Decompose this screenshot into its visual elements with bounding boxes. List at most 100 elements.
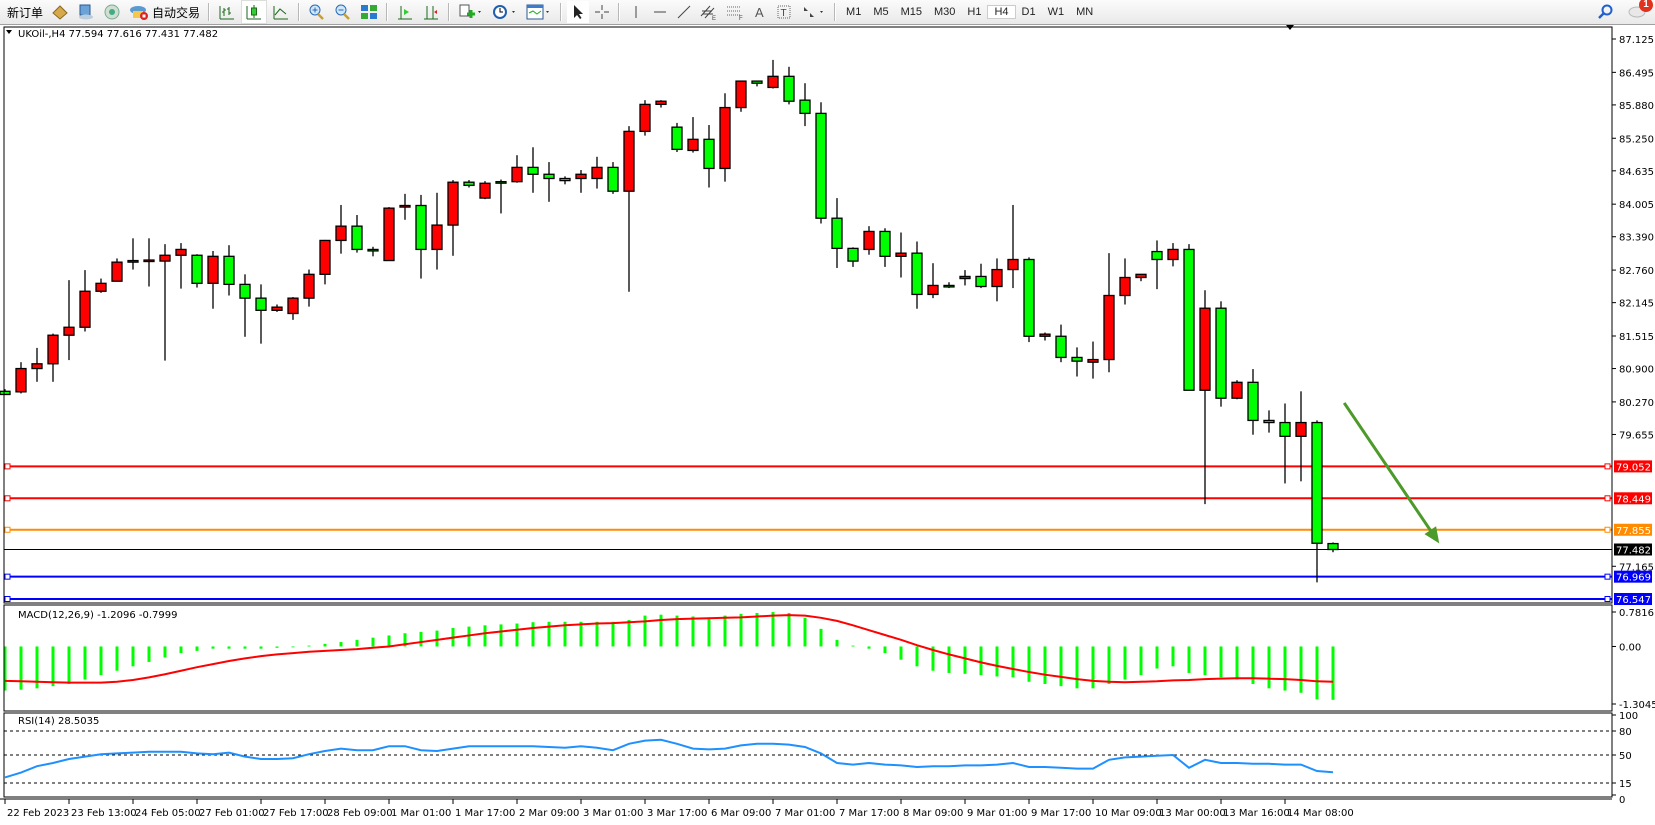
candle-body <box>415 204 427 251</box>
candle <box>399 193 411 220</box>
cursor-button[interactable] <box>567 1 590 23</box>
timeframe-h4[interactable]: H4 <box>987 5 1016 19</box>
zoom-in-button[interactable] <box>305 1 329 23</box>
candle-body <box>815 112 827 219</box>
candle <box>1135 273 1147 282</box>
svg-text:A: A <box>755 5 764 20</box>
timeframe-m1[interactable]: M1 <box>846 6 862 18</box>
macd-histogram-bar <box>675 615 679 647</box>
candle-body <box>271 306 283 311</box>
candle <box>607 162 619 194</box>
candle <box>319 239 331 285</box>
zoom-in-icon <box>309 4 324 20</box>
equidistant-channel-button[interactable]: E <box>697 1 721 23</box>
macd-histogram-bar <box>963 646 967 674</box>
macd-histogram-bar <box>1219 646 1223 678</box>
candle-body <box>895 252 907 257</box>
candle-body <box>63 326 75 336</box>
candle-body <box>767 75 779 89</box>
candle <box>47 333 59 382</box>
new-order-button[interactable]: 新订单 <box>1 1 46 23</box>
candle <box>991 258 1003 302</box>
timeframe-h1[interactable]: H1 <box>967 6 982 18</box>
time-tick-label: 23 Feb 13:00 <box>71 808 137 819</box>
chart-shift-button[interactable] <box>419 1 443 23</box>
candle-body <box>863 230 875 251</box>
macd-tick-label: 0.7816 <box>1619 608 1654 619</box>
macd-histogram-bar <box>531 622 535 647</box>
signals-button[interactable] <box>100 1 124 23</box>
price-tick-label: 87.125 <box>1619 35 1654 46</box>
timeframe-m5[interactable]: M5 <box>873 6 889 18</box>
macd-histogram-bar <box>339 642 343 647</box>
macd-histogram-bar <box>1267 646 1271 689</box>
candle-body <box>79 290 91 328</box>
macd-histogram-bar <box>1107 646 1111 684</box>
timeframe-w1[interactable]: W1 <box>1047 6 1065 18</box>
tile-windows-button[interactable] <box>357 1 381 23</box>
candlestick-button[interactable] <box>241 0 268 24</box>
candle-body <box>975 275 987 288</box>
timeframe-m15[interactable]: M15 <box>900 6 922 18</box>
metaeditor-button[interactable] <box>48 1 72 23</box>
indicators-button[interactable] <box>455 1 487 23</box>
candle-body <box>1231 381 1243 399</box>
candle-body <box>1279 421 1291 437</box>
time-tick-label: 13 Mar 16:00 <box>1223 808 1290 819</box>
chart-window[interactable]: 79.052 78.449 77.855 77.482 76.969 76.547 87.… <box>0 25 1655 825</box>
trendline-button[interactable] <box>673 1 695 23</box>
fibonacci-button[interactable]: F <box>723 1 747 23</box>
timeframe-d1[interactable]: D1 <box>1021 6 1036 18</box>
candle <box>527 147 539 193</box>
time-tick-label: 27 Feb 17:00 <box>263 808 329 819</box>
auto-trading-button[interactable]: 自动交易 <box>126 1 203 23</box>
candle <box>415 194 427 279</box>
time-tick-label: 3 Mar 17:00 <box>647 808 707 819</box>
time-tick-label: 10 Mar 09:00 <box>1095 808 1162 819</box>
vertical-line-button[interactable] <box>625 1 647 23</box>
candle <box>911 241 923 309</box>
auto-scroll-button[interactable] <box>393 1 417 23</box>
price-tick-label: 83.390 <box>1619 233 1654 244</box>
macd-histogram-bar <box>291 646 295 648</box>
macd-histogram-bar <box>467 626 471 647</box>
templates-button[interactable] <box>523 1 555 23</box>
crosshair-button[interactable] <box>591 1 613 23</box>
text-label-button[interactable]: T <box>773 1 795 23</box>
timeframe-m30[interactable]: M30 <box>934 6 956 18</box>
time-tick-label: 24 Feb 05:00 <box>135 808 201 819</box>
chart-shift-marker-icon[interactable] <box>1286 25 1294 30</box>
terminal-button[interactable] <box>74 1 98 23</box>
toolbar-separator <box>298 3 301 21</box>
macd-histogram-bar <box>1283 646 1287 691</box>
horizontal-line-icon <box>654 11 667 13</box>
candle-body <box>191 254 203 284</box>
candle <box>367 246 379 257</box>
periods-button[interactable] <box>489 1 521 23</box>
notifications-button[interactable]: 1 <box>1627 0 1653 22</box>
candle-body <box>335 225 347 242</box>
text-button[interactable]: A <box>749 1 771 23</box>
macd-histogram-bar <box>1139 646 1143 676</box>
candle-body <box>1327 542 1339 551</box>
rsi-tick-label: 80 <box>1619 727 1632 738</box>
search-icon[interactable] <box>1597 4 1613 20</box>
macd-histogram-bar <box>1027 646 1031 682</box>
arrows-button[interactable] <box>797 1 829 23</box>
line-chart-button[interactable] <box>269 1 293 23</box>
macd-histogram-bar <box>1171 646 1175 667</box>
price-label-box <box>1614 492 1652 505</box>
horizontal-line-button[interactable] <box>649 1 671 23</box>
candle-body <box>911 252 923 296</box>
candle <box>735 80 747 112</box>
macd-histogram-bar <box>883 646 887 654</box>
timeframe-mn[interactable]: MN <box>1076 6 1094 18</box>
chart-menu-triangle-icon[interactable] <box>6 30 12 34</box>
zoom-out-button[interactable] <box>331 1 355 23</box>
candle-body <box>1135 273 1147 279</box>
price-tick-label: 82.760 <box>1619 266 1654 277</box>
bar-chart-button[interactable] <box>215 1 239 23</box>
price-tick-label: 85.880 <box>1619 101 1654 112</box>
candle <box>783 66 795 105</box>
price-label-box <box>1614 523 1652 536</box>
